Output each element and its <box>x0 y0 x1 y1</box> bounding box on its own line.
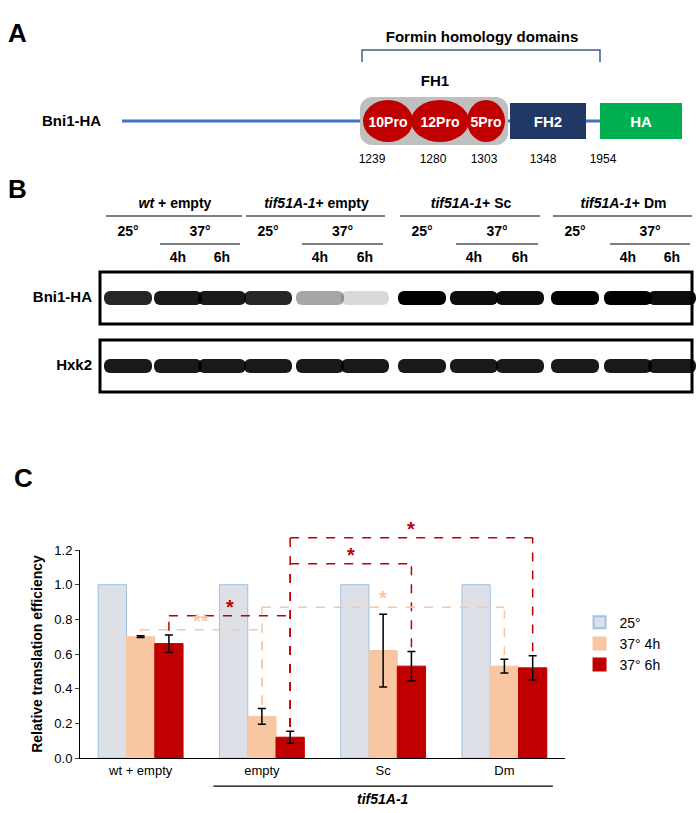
svg-text:0.8: 0.8 <box>54 612 72 627</box>
svg-text:1280: 1280 <box>420 152 447 166</box>
svg-text:empty: empty <box>244 763 280 778</box>
svg-text:25°: 25° <box>257 223 278 239</box>
svg-text:1954: 1954 <box>590 152 617 166</box>
svg-text:25°: 25° <box>620 615 641 631</box>
svg-text:25°: 25° <box>564 223 585 239</box>
svg-text:HA: HA <box>630 113 652 130</box>
svg-text:0.0: 0.0 <box>54 751 72 766</box>
svg-text:5Pro: 5Pro <box>470 114 501 130</box>
svg-text:**: ** <box>193 610 209 632</box>
svg-text:tif51A-1+ Dm: tif51A-1+ Dm <box>581 195 667 211</box>
svg-text:6h: 6h <box>512 249 528 265</box>
svg-text:0.6: 0.6 <box>54 647 72 662</box>
svg-text:37°: 37° <box>189 223 210 239</box>
svg-text:FH1: FH1 <box>421 72 449 89</box>
svg-text:tif51A-1: tif51A-1 <box>357 791 409 807</box>
svg-text:4h: 4h <box>620 249 636 265</box>
svg-text:1348: 1348 <box>530 152 557 166</box>
svg-text:37°: 37° <box>332 223 353 239</box>
svg-text:Bni1-HA: Bni1-HA <box>33 288 92 305</box>
svg-text:B: B <box>8 174 27 204</box>
svg-text:6h: 6h <box>214 249 230 265</box>
svg-text:6h: 6h <box>664 249 680 265</box>
svg-text:4h: 4h <box>312 249 328 265</box>
svg-text:1.2: 1.2 <box>54 543 72 558</box>
svg-text:0.4: 0.4 <box>54 681 72 696</box>
svg-text:*: * <box>347 544 355 566</box>
svg-text:25°: 25° <box>117 223 138 239</box>
svg-text:C: C <box>14 463 33 493</box>
svg-text:tif51A-1+ Sc: tif51A-1+ Sc <box>431 195 512 211</box>
svg-text:25°: 25° <box>411 223 432 239</box>
svg-text:Dm: Dm <box>494 763 514 778</box>
svg-text:1303: 1303 <box>471 152 498 166</box>
svg-text:*: * <box>379 587 387 609</box>
svg-text:*: * <box>226 596 234 618</box>
svg-text:10Pro: 10Pro <box>369 114 408 130</box>
svg-text:37°: 37° <box>639 223 660 239</box>
svg-text:4h: 4h <box>170 249 186 265</box>
svg-text:37° 6h: 37° 6h <box>620 657 661 673</box>
svg-text:wt + empty: wt + empty <box>108 763 173 778</box>
svg-text:0.2: 0.2 <box>54 716 72 731</box>
svg-text:Relative translation efficienc: Relative translation efficiency <box>29 555 45 753</box>
svg-text:wt + empty: wt + empty <box>139 195 212 211</box>
svg-text:37°: 37° <box>486 223 507 239</box>
svg-text:Sc: Sc <box>376 763 392 778</box>
svg-text:tif51A-1+ empty: tif51A-1+ empty <box>264 195 369 211</box>
svg-text:A: A <box>8 18 27 48</box>
svg-text:4h: 4h <box>466 249 482 265</box>
svg-text:Formin homology domains: Formin homology domains <box>386 28 579 45</box>
svg-text:FH2: FH2 <box>534 113 562 130</box>
svg-text:6h: 6h <box>357 249 373 265</box>
svg-text:1239: 1239 <box>359 152 386 166</box>
svg-text:Hxk2: Hxk2 <box>56 356 92 373</box>
svg-text:*: * <box>407 518 415 540</box>
svg-text:12Pro: 12Pro <box>421 114 460 130</box>
svg-text:1.0: 1.0 <box>54 577 72 592</box>
svg-text:Bni1-HA: Bni1-HA <box>42 112 101 129</box>
svg-text:37° 4h: 37° 4h <box>620 636 661 652</box>
